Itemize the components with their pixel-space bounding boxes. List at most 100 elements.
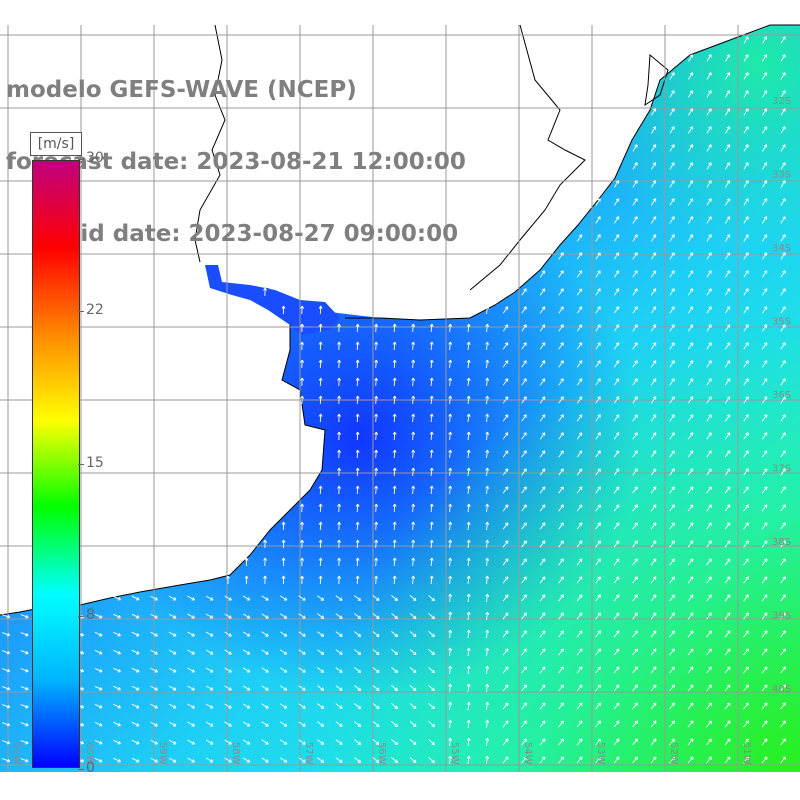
wind-arrow	[743, 324, 749, 332]
wind-arrow	[613, 522, 620, 530]
wind-arrow	[724, 450, 731, 458]
wind-arrow	[411, 323, 416, 333]
wind-arrow	[318, 557, 323, 567]
wind-arrow	[650, 432, 657, 440]
wind-arrow	[261, 739, 269, 745]
wind-arrow	[632, 414, 638, 422]
wind-arrow	[706, 306, 712, 314]
wind-arrow	[651, 162, 657, 170]
wind-arrow	[650, 396, 657, 404]
wind-arrow	[687, 468, 694, 476]
wind-arrow	[669, 72, 675, 80]
wind-arrow	[521, 414, 527, 422]
wind-arrow	[724, 342, 731, 350]
wind-arrow	[131, 649, 140, 655]
wind-arrow	[539, 468, 546, 476]
wind-arrow	[576, 234, 583, 242]
wind-arrow	[428, 594, 435, 602]
wind-arrow	[687, 324, 694, 332]
wind-arrow	[131, 685, 140, 691]
wind-arrow	[261, 649, 269, 655]
wind-arrow	[669, 144, 675, 152]
wind-arrow	[558, 522, 564, 530]
wind-arrow	[2, 740, 11, 745]
wind-arrow	[650, 540, 657, 548]
wind-arrow	[539, 612, 546, 620]
wind-arrow	[669, 684, 675, 692]
wind-arrow	[669, 576, 675, 584]
wind-arrow	[485, 467, 490, 477]
longitude-label: 59W	[157, 742, 168, 765]
wind-arrow	[762, 180, 768, 188]
wind-arrow	[724, 216, 731, 224]
wind-arrow	[725, 90, 731, 98]
wind-arrow	[688, 54, 694, 62]
wind-arrow	[300, 323, 304, 333]
wind-arrow	[539, 288, 546, 296]
wind-arrow	[613, 630, 620, 638]
wind-arrow	[576, 666, 583, 674]
wind-arrow	[539, 450, 546, 458]
wind-arrow	[337, 503, 341, 513]
wind-arrow	[113, 721, 121, 727]
wind-arrow	[409, 739, 417, 746]
wind-arrow	[279, 613, 288, 619]
wind-arrow	[761, 216, 768, 224]
wind-arrow	[576, 630, 583, 638]
colorbar-tick-8: 8	[78, 607, 95, 623]
wind-arrow	[539, 504, 546, 512]
wind-arrow	[428, 720, 435, 728]
wind-arrow	[279, 667, 288, 673]
wind-arrow	[502, 522, 509, 530]
wind-arrow	[168, 757, 177, 763]
wind-arrow	[650, 558, 657, 566]
wind-arrow	[650, 414, 657, 422]
wind-arrow	[576, 648, 583, 656]
wind-arrow	[298, 757, 306, 763]
wind-arrow	[724, 540, 731, 548]
wind-arrow	[372, 721, 380, 727]
wind-arrow	[780, 216, 786, 224]
wind-arrow	[521, 738, 527, 746]
wind-arrow	[613, 450, 620, 458]
colorbar-tick-0: 0	[78, 760, 95, 776]
wind-arrow	[576, 360, 583, 368]
wind-arrow	[168, 721, 177, 727]
wind-arrow	[761, 486, 768, 494]
wind-arrow	[613, 414, 620, 422]
wind-arrow	[205, 595, 214, 601]
wind-arrow	[558, 432, 564, 440]
wind-arrow	[94, 667, 103, 673]
wind-arrow	[317, 739, 325, 745]
wind-arrow	[317, 613, 325, 619]
wind-arrow	[780, 252, 786, 260]
wind-arrow	[150, 613, 158, 619]
wind-arrow	[761, 378, 768, 386]
longitude-label: 52W	[668, 742, 679, 765]
wind-arrow	[595, 630, 601, 638]
wind-arrow	[448, 611, 453, 621]
wind-arrow	[2, 704, 11, 709]
wind-arrow	[706, 486, 712, 494]
wind-arrow	[706, 684, 712, 692]
wind-arrow	[502, 756, 509, 764]
wind-arrow	[502, 648, 509, 656]
wind-arrow	[724, 324, 731, 332]
wind-arrow	[318, 503, 323, 513]
wind-arrow	[762, 54, 768, 62]
wind-arrow	[632, 378, 638, 386]
wind-arrow	[317, 721, 325, 727]
wind-arrow	[706, 342, 712, 350]
wind-arrow	[539, 576, 546, 584]
longitude-label: 55W	[449, 742, 460, 765]
wind-arrow	[595, 522, 601, 530]
wind-arrow	[724, 648, 731, 656]
wind-arrow	[448, 377, 453, 387]
wind-arrow	[650, 576, 657, 584]
wind-arrow	[521, 540, 527, 548]
wind-arrow	[780, 450, 786, 458]
wind-arrow	[724, 378, 731, 386]
wind-arrow	[669, 702, 675, 710]
wind-arrow	[613, 306, 620, 314]
wind-arrow	[595, 666, 601, 674]
